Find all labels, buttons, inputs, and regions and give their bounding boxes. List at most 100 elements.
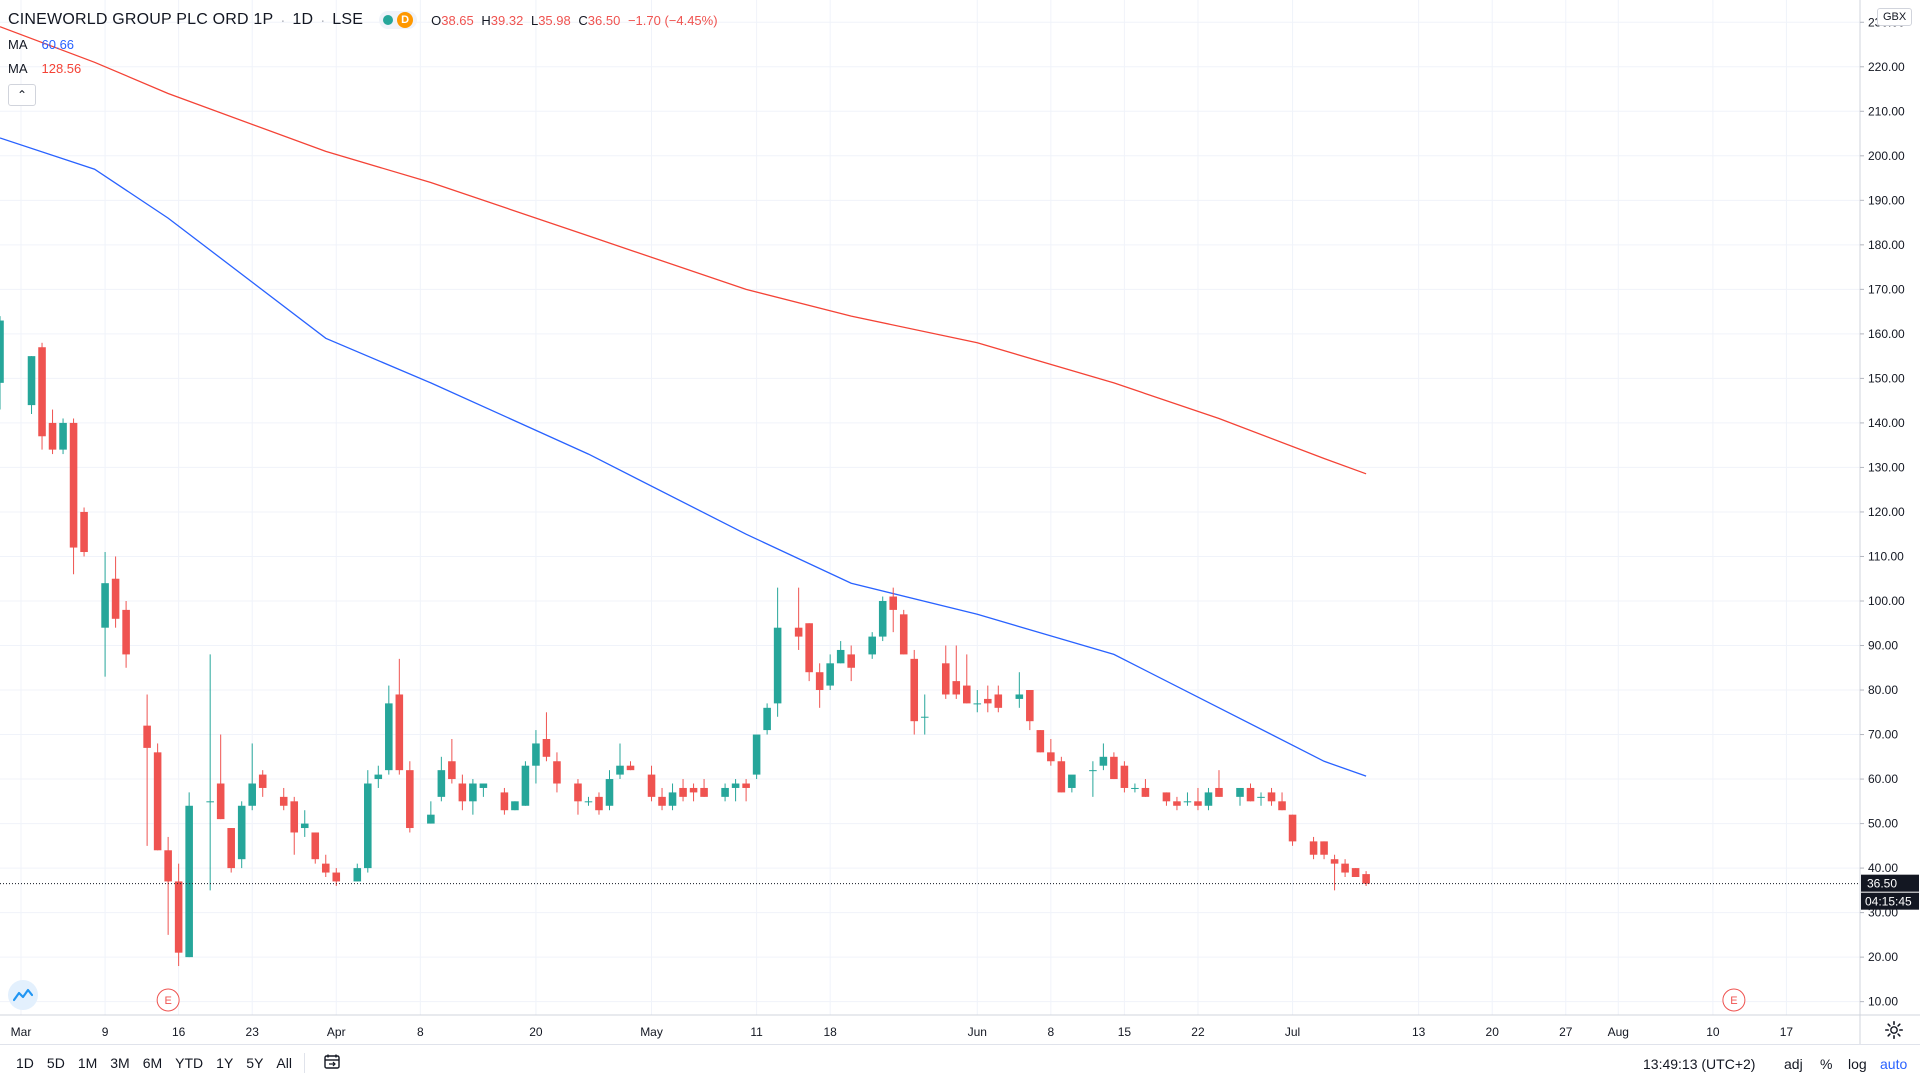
log-scale-toggle[interactable]: log	[1848, 1056, 1867, 1072]
candle-body-down[interactable]	[595, 796, 603, 811]
go-to-date-icon[interactable]	[323, 1054, 341, 1073]
candle-body-down[interactable]	[1288, 814, 1297, 842]
candle-body-down[interactable]	[48, 422, 57, 450]
range-3m-button[interactable]: 3M	[110, 1055, 130, 1071]
candle-body-down[interactable]	[1036, 730, 1045, 753]
candle-body-down[interactable]	[227, 828, 235, 869]
currency-label[interactable]: GBX	[1877, 8, 1913, 26]
candle-body-up[interactable]	[1204, 792, 1213, 806]
indicator-ma-60[interactable]: MA 60.66	[8, 32, 722, 56]
percent-scale-toggle[interactable]: %	[1820, 1056, 1833, 1072]
candle-body-up[interactable]	[668, 792, 677, 806]
candle-body-down[interactable]	[626, 765, 635, 771]
candle-body-down[interactable]	[1330, 859, 1339, 864]
candle-body-up[interactable]	[584, 801, 593, 803]
candle-body-down[interactable]	[1215, 787, 1223, 797]
candle-body-up[interactable]	[27, 356, 36, 406]
candle-body-down[interactable]	[574, 783, 582, 802]
candle-body-down[interactable]	[994, 694, 1003, 708]
candle-body-down[interactable]	[279, 796, 288, 806]
candle-body-up[interactable]	[1131, 787, 1139, 789]
candle-body-up[interactable]	[248, 783, 256, 806]
candle-body-down[interactable]	[38, 347, 46, 437]
range-ytd-button[interactable]: YTD	[175, 1055, 204, 1071]
candle-body-up[interactable]	[385, 703, 393, 771]
candle-body-down[interactable]	[448, 761, 456, 780]
price-chart[interactable]: 10.0020.0030.0040.0050.0060.0070.0080.00…	[0, 0, 1920, 1044]
candle-body-up[interactable]	[0, 320, 4, 383]
candle-body-down[interactable]	[216, 783, 225, 820]
candle-body-down[interactable]	[332, 872, 341, 882]
candle-body-up[interactable]	[721, 787, 729, 797]
candle-body-down[interactable]	[500, 792, 509, 811]
candle-body-down[interactable]	[406, 770, 414, 829]
candle-body-up[interactable]	[1236, 787, 1244, 797]
candle-body-down[interactable]	[111, 578, 120, 619]
candle-body-down[interactable]	[321, 863, 330, 873]
tradingview-logo-icon[interactable]	[8, 980, 38, 1010]
candle-body-up[interactable]	[374, 774, 383, 780]
candle-body-down[interactable]	[679, 787, 687, 797]
candle-body-down[interactable]	[1351, 868, 1360, 877]
candle-body-down[interactable]	[1320, 841, 1328, 855]
candle-body-down[interactable]	[174, 881, 183, 953]
candle-body-up[interactable]	[1183, 801, 1192, 803]
candle-body-down[interactable]	[153, 752, 162, 851]
candle-body-down[interactable]	[1246, 787, 1255, 802]
range-1m-button[interactable]: 1M	[77, 1055, 98, 1071]
earnings-marker[interactable]	[156, 988, 180, 1012]
candle-body-up[interactable]	[920, 716, 929, 718]
candle-body-down[interactable]	[553, 761, 561, 784]
candle-body-down[interactable]	[1278, 801, 1286, 811]
candle-body-down[interactable]	[69, 422, 78, 548]
candle-body-up[interactable]	[973, 703, 982, 705]
range-1y-button[interactable]: 1Y	[216, 1055, 234, 1071]
candle-body-up[interactable]	[479, 783, 488, 788]
indicator-ma-128[interactable]: MA 128.56	[8, 56, 722, 80]
candle-body-down[interactable]	[1162, 792, 1171, 802]
candle-body-down[interactable]	[122, 609, 130, 655]
candle-body-down[interactable]	[395, 694, 404, 771]
candle-body-down[interactable]	[689, 787, 698, 793]
adjust-toggle[interactable]: adj	[1784, 1056, 1803, 1072]
candle-body-up[interactable]	[206, 801, 214, 803]
candle-body-up[interactable]	[521, 765, 530, 806]
candle-body-down[interactable]	[1194, 801, 1202, 806]
candle-body-up[interactable]	[1099, 756, 1108, 766]
candle-body-up[interactable]	[532, 743, 540, 766]
candle-body-up[interactable]	[300, 823, 309, 829]
candle-body-up[interactable]	[1015, 694, 1024, 699]
candle-body-up[interactable]	[836, 649, 845, 664]
candle-body-up[interactable]	[237, 805, 246, 860]
candle-body-down[interactable]	[647, 774, 656, 797]
candle-body-down[interactable]	[1141, 787, 1150, 797]
candle-body-down[interactable]	[1120, 765, 1129, 788]
candle-body-down[interactable]	[1267, 792, 1276, 802]
candle-body-up[interactable]	[437, 770, 446, 797]
candle-body-up[interactable]	[427, 814, 435, 824]
collapse-legend-button[interactable]: ⌃	[8, 84, 36, 106]
earnings-marker[interactable]	[1722, 988, 1746, 1012]
candle-body-down[interactable]	[1026, 690, 1034, 722]
candle-body-down[interactable]	[143, 725, 151, 748]
candle-body-down[interactable]	[910, 658, 919, 722]
candle-body-up[interactable]	[511, 801, 519, 811]
candle-body-down[interactable]	[952, 681, 961, 695]
symbol-name[interactable]: CINEWORLD GROUP PLC ORD 1P	[8, 11, 274, 28]
candle-body-down[interactable]	[815, 672, 824, 691]
candle-body-up[interactable]	[353, 868, 362, 882]
candle-body-down[interactable]	[847, 654, 855, 668]
range-6m-button[interactable]: 6M	[142, 1055, 163, 1071]
clock-readout[interactable]: 13:49:13 (UTC+2)	[1643, 1056, 1756, 1072]
range-all-button[interactable]: All	[276, 1055, 292, 1071]
candle-body-down[interactable]	[742, 783, 750, 788]
candle-body-down[interactable]	[1110, 756, 1118, 780]
market-status-badge[interactable]: D	[379, 11, 418, 29]
candle-body-down[interactable]	[962, 685, 971, 704]
candle-body-down[interactable]	[1362, 874, 1370, 884]
candle-body-down[interactable]	[941, 663, 950, 695]
candle-body-down[interactable]	[805, 623, 813, 673]
candle-body-down[interactable]	[542, 738, 551, 757]
candle-body-down[interactable]	[458, 783, 467, 802]
candle-body-up[interactable]	[773, 627, 782, 704]
